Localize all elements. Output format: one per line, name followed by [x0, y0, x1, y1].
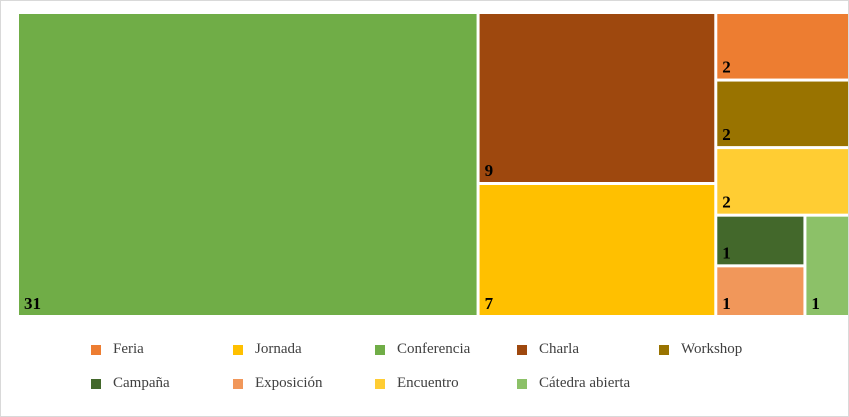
- legend-item-exposicion: Exposición: [233, 375, 323, 392]
- data-label-conferencia: 31: [24, 294, 41, 313]
- legend-label: Campaña: [113, 375, 170, 391]
- legend-label: Cátedra abierta: [539, 375, 631, 391]
- legend-label: Charla: [539, 341, 579, 357]
- treemap-tile-exposicion: [717, 267, 804, 315]
- treemap-tile-charla: [479, 14, 715, 182]
- data-label-catedra-abierta: 1: [811, 294, 820, 313]
- legend-swatch: [375, 378, 385, 389]
- legend-swatch: [659, 344, 669, 355]
- legend-label: Conferencia: [397, 341, 471, 357]
- legend-item-charla: Charla: [517, 341, 579, 358]
- legend-label: Jornada: [255, 341, 302, 357]
- data-label-jornada: 7: [485, 294, 494, 313]
- data-label-charla: 9: [485, 161, 494, 180]
- data-label-feria: 2: [722, 58, 731, 77]
- legend-swatch: [233, 344, 243, 355]
- legend-swatch: [91, 378, 101, 389]
- data-label-workshop: 2: [722, 125, 731, 144]
- treemap-tile-feria: [717, 14, 848, 79]
- data-label-encuentro: 2: [722, 193, 731, 212]
- treemap-tile-conferencia: [19, 14, 477, 315]
- legend-item-catedra-abierta: Cátedra abierta: [517, 375, 630, 392]
- legend-label: Feria: [113, 341, 144, 357]
- legend-item-workshop: Workshop: [659, 341, 742, 358]
- treemap-tile-jornada: [479, 185, 715, 315]
- legend-label: Encuentro: [397, 375, 459, 391]
- legend-swatch: [91, 344, 101, 355]
- data-label-exposicion: 1: [722, 294, 731, 313]
- treemap-chart: 31 9 7 2 2 2 1 1 1: [19, 14, 848, 315]
- treemap-tile-workshop: [717, 81, 848, 147]
- legend-label: Exposición: [255, 375, 323, 391]
- legend-item-conferencia: Conferencia: [375, 341, 470, 358]
- legend-item-jornada: Jornada: [233, 341, 302, 358]
- legend-item-encuentro: Encuentro: [375, 375, 459, 392]
- legend-swatch: [375, 344, 385, 355]
- data-label-campana: 1: [722, 243, 731, 262]
- legend-item-campana: Campaña: [91, 375, 170, 392]
- legend-swatch: [517, 378, 527, 389]
- legend-swatch: [517, 344, 527, 355]
- legend-swatch: [233, 378, 243, 389]
- treemap-tile-catedra-abierta: [806, 216, 848, 315]
- treemap-tile-campana: [717, 216, 804, 265]
- treemap-tile-encuentro: [717, 149, 848, 214]
- legend-label: Workshop: [681, 341, 743, 357]
- legend-item-feria: Feria: [91, 341, 144, 358]
